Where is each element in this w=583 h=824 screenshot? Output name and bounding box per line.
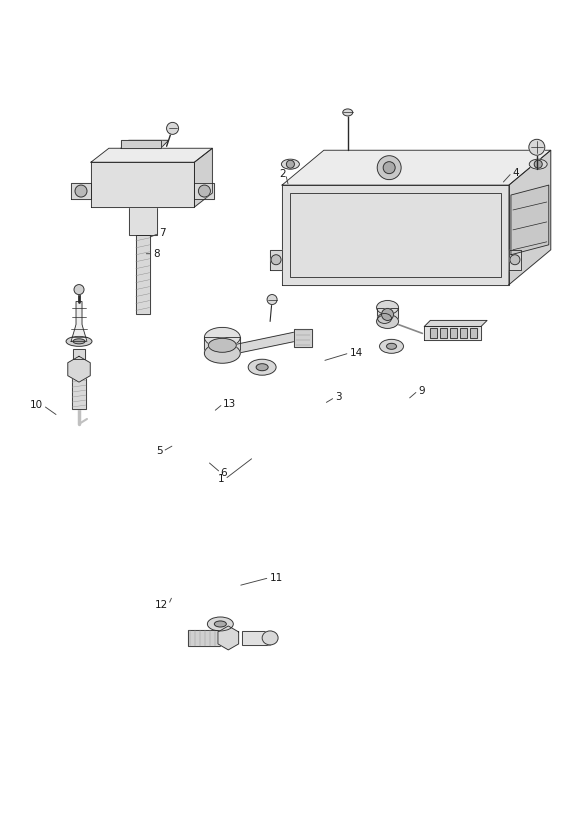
Bar [290,193,501,277]
Polygon shape [509,150,551,284]
Bar [430,329,437,339]
Bar [205,337,240,353]
Circle shape [167,123,178,134]
Ellipse shape [205,327,240,347]
Polygon shape [282,150,551,185]
Bar [460,329,467,339]
Text: 7: 7 [159,228,166,238]
Polygon shape [212,331,305,358]
Bar [440,329,447,339]
Circle shape [198,185,210,197]
Ellipse shape [529,159,547,169]
Bar [290,193,501,277]
Bar [440,329,447,339]
Bar [188,630,220,646]
Text: 6: 6 [221,468,227,478]
Text: 13: 13 [223,399,236,409]
Polygon shape [121,140,168,148]
Bar [294,330,312,347]
Polygon shape [511,185,549,255]
Bar [470,329,477,339]
Text: 10: 10 [30,400,43,410]
Text: 8: 8 [153,249,160,259]
Bar [72,371,86,409]
Polygon shape [91,162,195,207]
Ellipse shape [378,313,392,324]
Polygon shape [71,302,87,341]
Polygon shape [509,250,521,269]
Polygon shape [71,183,91,199]
Text: 9: 9 [418,386,424,396]
Ellipse shape [262,631,278,645]
Circle shape [510,255,520,265]
Polygon shape [68,356,90,382]
Polygon shape [218,626,238,650]
Circle shape [383,162,395,174]
Bar [242,631,270,645]
Text: 1: 1 [218,475,225,485]
Text: 5: 5 [156,447,163,456]
Bar [205,337,240,353]
Ellipse shape [215,621,226,627]
Text: 11: 11 [269,573,283,583]
Ellipse shape [73,339,85,344]
Circle shape [381,308,394,321]
Polygon shape [195,148,212,207]
Polygon shape [282,185,509,284]
Ellipse shape [208,617,233,631]
Ellipse shape [380,339,403,353]
Bar [377,307,399,321]
Text: 2: 2 [279,169,286,179]
Bar [450,329,457,339]
Polygon shape [121,140,161,148]
Polygon shape [91,148,212,162]
Circle shape [74,284,84,294]
Ellipse shape [377,301,399,315]
Ellipse shape [377,315,399,329]
Polygon shape [270,250,282,269]
Circle shape [286,160,294,168]
Bar [129,207,157,235]
Text: 3: 3 [335,392,342,402]
Bar [188,630,220,646]
Bar [470,329,477,339]
Bar [377,307,399,321]
Ellipse shape [282,159,299,169]
Bar [73,349,85,359]
Bar [73,349,85,359]
Bar [136,235,150,315]
Circle shape [529,139,545,155]
Bar [430,329,437,339]
Circle shape [75,185,87,197]
Ellipse shape [208,339,236,353]
Ellipse shape [343,109,353,116]
Bar [129,207,157,235]
Bar [136,235,150,315]
Circle shape [267,294,277,305]
Polygon shape [195,183,215,199]
Ellipse shape [205,344,240,363]
Text: 4: 4 [512,167,519,177]
Ellipse shape [387,344,396,349]
Bar [72,371,86,409]
Text: 14: 14 [350,348,363,358]
Ellipse shape [248,359,276,375]
Bar [460,329,467,339]
Bar [450,329,457,339]
Ellipse shape [256,363,268,371]
Circle shape [377,156,401,180]
Bar [294,330,312,347]
Ellipse shape [66,336,92,346]
Circle shape [534,160,542,168]
Polygon shape [424,321,487,326]
Text: 12: 12 [155,600,168,610]
Bar [242,631,270,645]
Circle shape [271,255,281,265]
Polygon shape [424,326,481,340]
